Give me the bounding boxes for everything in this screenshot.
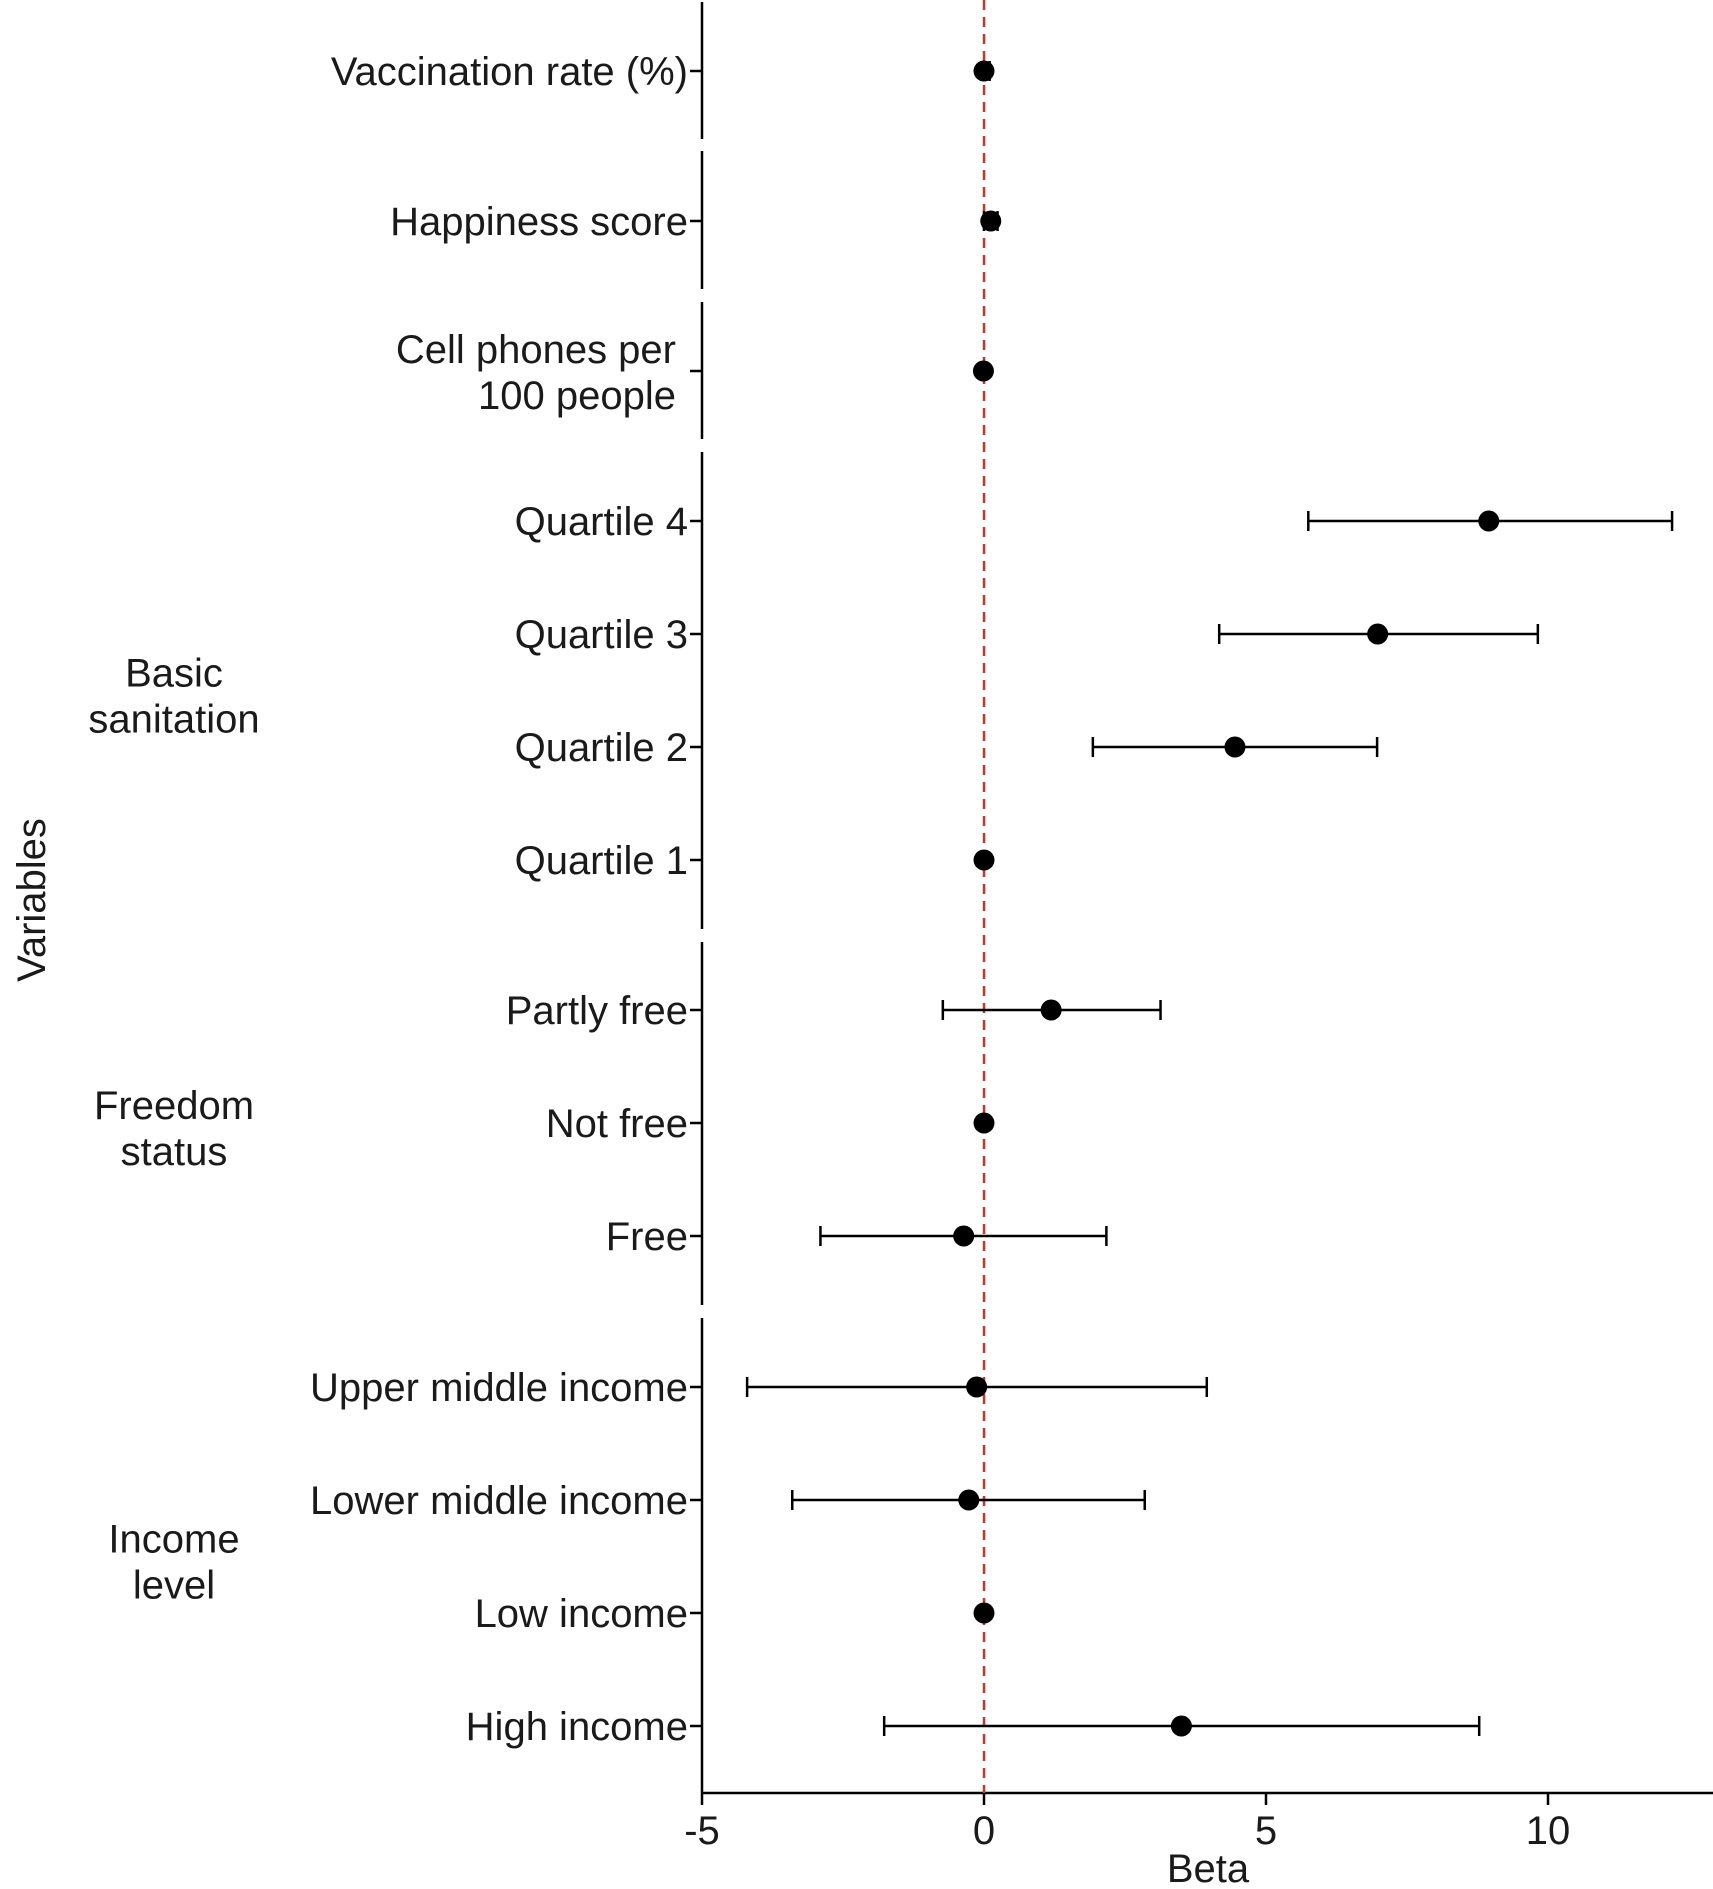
row-label-line: Not free [546, 1102, 688, 1146]
estimate-point [966, 1376, 988, 1398]
error-bars-layer [745, 61, 1674, 1736]
group-label-line: status [121, 1130, 228, 1174]
group-label-line: Basic [125, 652, 223, 696]
group-label: Income level [108, 1518, 239, 1608]
axis-layer: -5 0 5 10 [684, 2, 1713, 1853]
row-label-line: Quartile 2 [515, 726, 688, 770]
row-label: Quartile 3 [515, 613, 688, 657]
row-label-line: Quartile 3 [515, 613, 688, 657]
row-label-line: Happiness score [390, 200, 688, 244]
row-label: Partly free [506, 989, 688, 1033]
row-label-line: Vaccination rate (%) [331, 50, 688, 94]
row-label: Vaccination rate (%) [331, 50, 688, 94]
estimate-point [972, 360, 994, 382]
x-tick-label: 10 [1526, 1809, 1571, 1853]
row-label: Lower middle income [310, 1479, 688, 1523]
x-tick-label: -5 [684, 1809, 720, 1853]
row-label-line: Quartile 1 [515, 839, 688, 883]
row-label: Free [606, 1215, 688, 1259]
row-label: Cell phones per 100 people [396, 328, 676, 418]
y-axis-title: Variables [10, 818, 54, 982]
row-label: Quartile 1 [515, 839, 688, 883]
row-label-line: Quartile 4 [515, 500, 688, 544]
row-label-line: Free [606, 1215, 688, 1259]
group-label: Basic sanitation [88, 652, 259, 742]
group-label: Freedom status [94, 1084, 254, 1174]
estimate-point [953, 1225, 975, 1247]
row-label: Quartile 2 [515, 726, 688, 770]
row-label: High income [466, 1705, 688, 1749]
row-label-line: Upper middle income [310, 1366, 688, 1410]
estimate-point [973, 1112, 995, 1134]
estimate-point [1367, 623, 1389, 645]
row-label-line: High income [466, 1705, 688, 1749]
estimate-point [973, 849, 995, 871]
estimate-point [1224, 736, 1246, 758]
estimate-point [1170, 1715, 1192, 1737]
estimate-point [973, 60, 995, 82]
row-label: Upper middle income [310, 1366, 688, 1410]
row-label: Quartile 4 [515, 500, 688, 544]
estimate-point [973, 1602, 995, 1624]
group-label-line: level [133, 1564, 215, 1608]
x-tick-label: 5 [1255, 1809, 1277, 1853]
row-label-line: 100 people [478, 374, 676, 418]
estimate-point [980, 210, 1002, 232]
x-tick-label: 0 [973, 1809, 995, 1853]
group-label-line: Freedom [94, 1084, 254, 1128]
labels-layer: Vaccination rate (%) Happiness score Cell … [88, 50, 688, 1749]
row-label-line: Lower middle income [310, 1479, 688, 1523]
points-layer [953, 60, 1500, 1737]
estimate-point [1478, 510, 1500, 532]
estimate-point [958, 1489, 980, 1511]
row-label: Happiness score [390, 200, 688, 244]
row-label: Low income [475, 1592, 688, 1636]
row-label-line: Cell phones per [396, 328, 676, 372]
group-label-line: sanitation [88, 698, 259, 742]
row-label: Not free [546, 1102, 688, 1146]
row-label-line: Low income [475, 1592, 688, 1636]
row-label-line: Partly free [506, 989, 688, 1033]
x-axis-title: Beta [1167, 1847, 1250, 1889]
estimate-point [1040, 999, 1062, 1021]
group-label-line: Income [108, 1518, 239, 1562]
